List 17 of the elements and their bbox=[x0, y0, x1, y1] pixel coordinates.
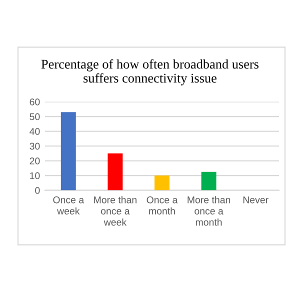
bar bbox=[154, 176, 170, 190]
x-tick-label: Never bbox=[243, 196, 268, 204]
x-tick-label: Once a month bbox=[146, 196, 178, 214]
y-tick-label: 60 bbox=[30, 98, 40, 106]
y-tick-label: 0 bbox=[35, 187, 40, 194]
y-tick-label: 50 bbox=[30, 113, 40, 120]
y-tick-label: 30 bbox=[30, 142, 40, 150]
bar bbox=[201, 172, 216, 190]
x-tick-label: Once a week bbox=[53, 196, 84, 214]
y-tick-label: 10 bbox=[30, 172, 40, 180]
y-tick-label: 40 bbox=[30, 128, 40, 135]
bar bbox=[108, 153, 123, 190]
bar bbox=[60, 112, 76, 190]
chart-title: Percentage of how often broadband users suffers connectivity issue bbox=[41, 59, 259, 86]
x-tick-label: More than once a month bbox=[188, 196, 230, 226]
y-tick-label: 20 bbox=[30, 158, 40, 164]
x-tick-label: More than once a week bbox=[94, 196, 136, 226]
